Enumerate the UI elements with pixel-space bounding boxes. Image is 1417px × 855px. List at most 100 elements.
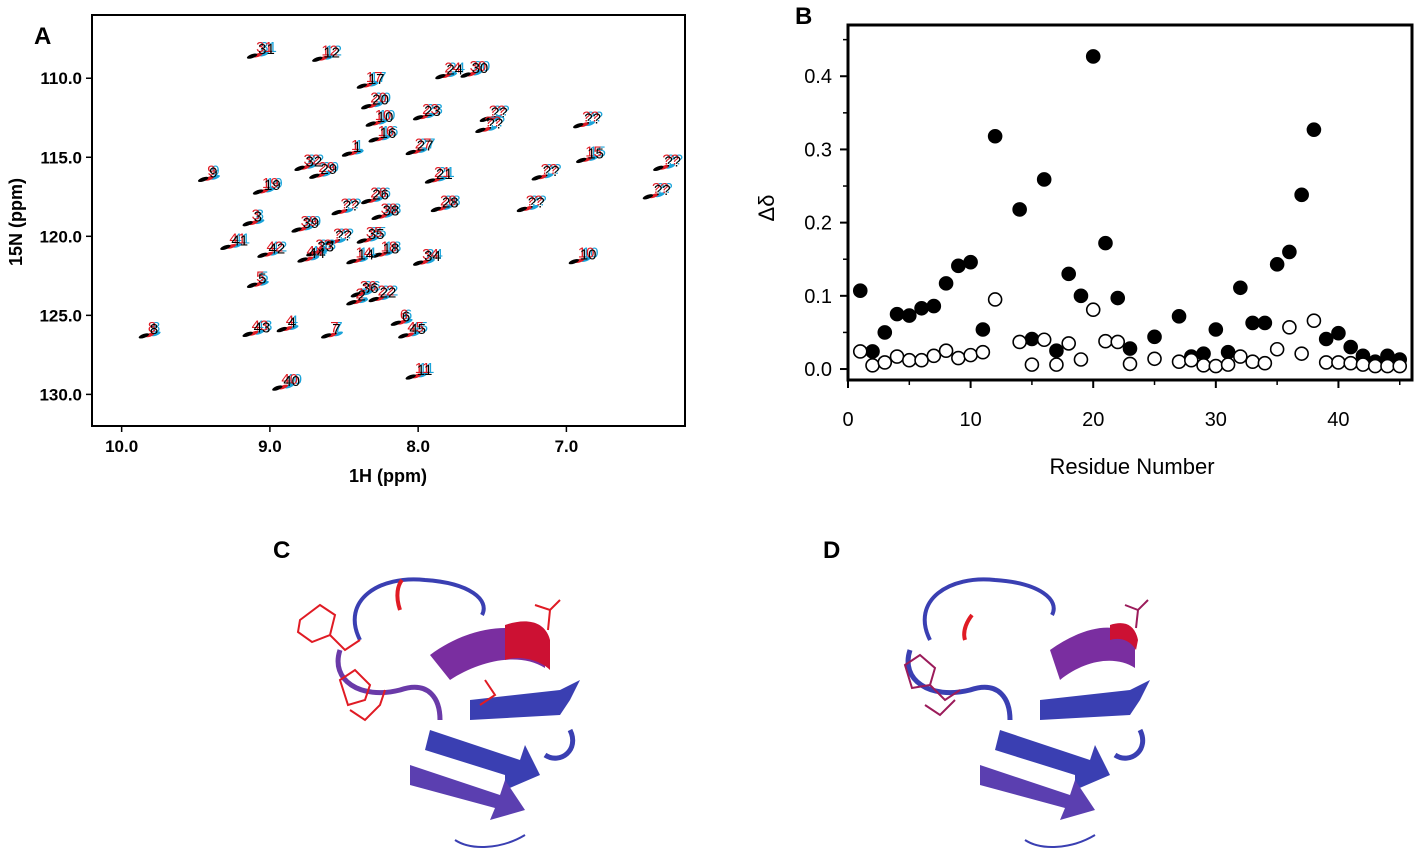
hsqc-peak: 555	[246, 268, 269, 288]
hsqc-peak-label-bound-red: 18	[381, 238, 398, 255]
delta-point-open	[1196, 358, 1211, 373]
hsqc-peak-label-free: 19	[264, 177, 281, 194]
delta-point-open	[914, 352, 929, 368]
hsqc-peak-label-bound-cyan: 7	[334, 319, 342, 336]
delta-point-filled	[1318, 331, 1334, 347]
hsqc-peak-label-bound-red: 16	[378, 123, 395, 140]
hsqc-x-tick-label: 7.0	[555, 437, 579, 456]
delta-y-tick-label: 0.0	[804, 359, 832, 381]
delta-point-filled	[1282, 244, 1297, 260]
hsqc-peak-label-bound-red: ??	[526, 192, 543, 209]
hsqc-peak-label-free: 38	[383, 202, 400, 219]
delta-y-tick-label: 0.1	[804, 286, 832, 308]
delta-point-filled	[1331, 325, 1346, 341]
hsqc-peak-label-bound-red: 2	[355, 286, 363, 303]
helix-red-d	[1110, 623, 1138, 650]
delta-point-filled	[975, 322, 991, 337]
hsqc-peak-label-free: 33	[317, 239, 334, 256]
hsqc-peak-label-free: 10	[377, 109, 394, 126]
hsqc-peak-label-bound-red: 33	[315, 237, 332, 254]
delta-point-open	[1343, 355, 1358, 371]
hsqc-peak-label-free: ??	[584, 111, 601, 128]
helix-red-c	[505, 621, 550, 670]
delta-point-filled	[865, 344, 880, 359]
hsqc-peak-label-free: 40	[283, 373, 300, 390]
hsqc-peak: ??????	[475, 113, 505, 134]
hsqc-peak-label-free: 31	[258, 41, 275, 58]
delta-point-open	[852, 344, 868, 359]
strand-3-c	[410, 765, 525, 820]
hsqc-peak: ??????	[573, 109, 603, 129]
delta-plot-frame	[846, 23, 1414, 382]
hsqc-peak-label-bound-cyan: 27	[419, 136, 436, 153]
delta-point-open	[1294, 346, 1309, 361]
hsqc-peak-label-free: 35	[368, 226, 385, 243]
delta-point-open	[1073, 352, 1089, 367]
hsqc-peak-label-bound-cyan: 29	[322, 159, 339, 176]
delta-point-open	[1380, 358, 1395, 374]
hsqc-peak-label-free: 2	[357, 288, 365, 305]
hsqc-peak-label-free: 29	[320, 161, 337, 178]
delta-point-open	[877, 355, 893, 370]
hsqc-peak-label-bound-red: 42	[266, 238, 283, 255]
hsqc-x-tick-label: 8.0	[406, 437, 430, 456]
hsqc-peak-label-free: 18	[383, 240, 400, 257]
hsqc-peak-label-bound-red: ??	[341, 196, 358, 213]
hsqc-peak-label-bound-cyan: 2	[359, 286, 367, 303]
delta-point-filled	[938, 276, 954, 291]
delta-plot-points	[852, 49, 1408, 374]
hsqc-peak-label-bound-cyan: 45	[411, 319, 428, 336]
hsqc-peak-label-bound-cyan: 19	[266, 175, 283, 192]
hsqc-peak: 666	[390, 306, 413, 326]
delta-point-filled	[914, 300, 929, 316]
delta-x-tick-label: 20	[1082, 409, 1104, 431]
delta-point-open	[1367, 358, 1383, 374]
hsqc-peak-label-bound-cyan: ??	[345, 196, 362, 213]
loop-bottom-d	[1024, 834, 1096, 848]
hsqc-peak-label-bound-red: 12	[321, 42, 338, 59]
delta-point-open	[1220, 357, 1236, 372]
hsqc-y-tick-label: 110.0	[40, 69, 82, 88]
hsqc-peak-label-bound-red: 45	[407, 319, 424, 336]
hsqc-peak-label-free: 8	[150, 321, 158, 338]
delta-point-filled	[889, 306, 905, 322]
delta-point-open	[902, 352, 917, 368]
hsqc-peak-label-free: 42	[268, 240, 285, 257]
hsqc-peak-label-bound-cyan: 39	[305, 213, 322, 230]
hsqc-peak-label-bound-red: 27	[415, 136, 432, 153]
helix-d	[1050, 627, 1135, 680]
hsqc-peak-label-free: 7	[332, 321, 340, 338]
delta-point-open	[1012, 334, 1027, 350]
delta-point-filled	[1085, 49, 1101, 64]
hsqc-peak-label-free: ??	[654, 182, 671, 199]
hsqc-y-tick-label: 115.0	[40, 148, 82, 167]
hsqc-peak-label-bound-red: 11	[415, 360, 431, 377]
delta-point-filled	[1269, 257, 1285, 272]
hsqc-peak-label-bound-red: 40	[281, 371, 298, 388]
hsqc-peak-label-free: ??	[528, 194, 545, 211]
delta-x-tick-label: 10	[959, 409, 981, 431]
hsqc-peak-label-bound-red: 1	[351, 137, 359, 154]
delta-y-axis-label: Δδ	[754, 195, 779, 222]
hsqc-peak-label-free: 26	[372, 187, 389, 204]
delta-x-tick-label: 0	[842, 409, 853, 431]
hsqc-peak-label-bound-cyan: ??	[586, 109, 603, 126]
strand-2-d	[995, 730, 1110, 790]
hsqc-peak-label-free: 32	[306, 153, 323, 170]
delta-point-open	[938, 343, 954, 359]
hsqc-peak-label-free: 1	[353, 139, 361, 156]
delta-point-open	[1331, 355, 1346, 370]
hsqc-peak-label-free: 11	[417, 362, 433, 379]
hsqc-peak-label-bound-red: 32	[304, 151, 321, 168]
hsqc-peak-label-free: 6	[402, 308, 410, 325]
hsqc-peak-label-bound-red: 38	[381, 200, 398, 217]
